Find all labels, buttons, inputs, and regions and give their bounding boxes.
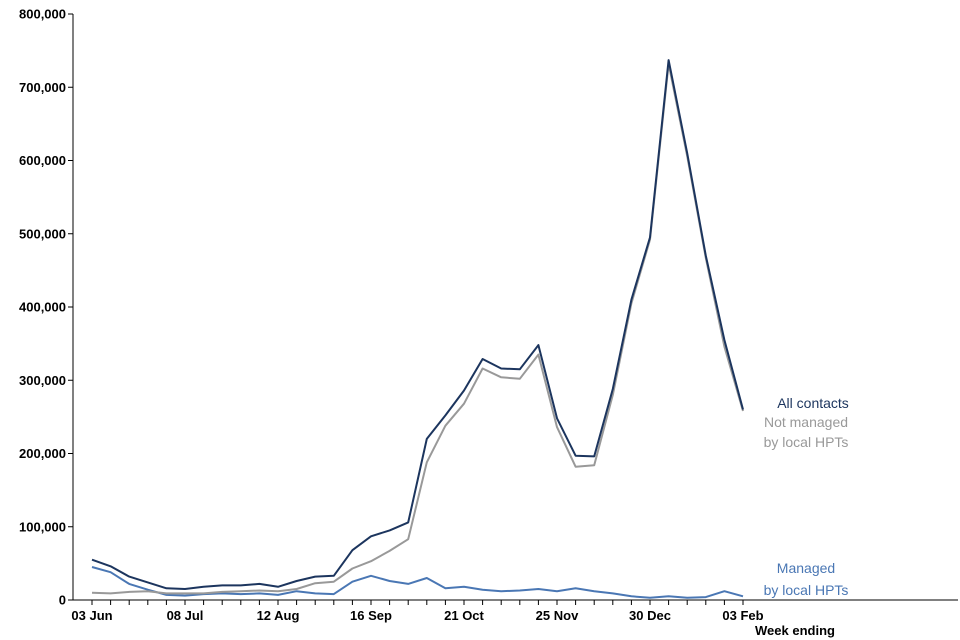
x-tick-label: 30 Dec — [629, 608, 671, 623]
series-label-not-managed-line2: by local HPTs — [764, 434, 849, 450]
y-tick-label: 200,000 — [19, 446, 66, 461]
series-lines — [91, 59, 744, 599]
series-label-all-contacts: All contacts — [777, 395, 849, 411]
x-tick-label: 16 Sep — [350, 608, 392, 623]
y-tick-label: 700,000 — [19, 80, 66, 95]
x-tick-label: 03 Feb — [722, 608, 763, 623]
series-label-not-managed-line1: Not managed — [764, 414, 848, 430]
series-line-all-contacts — [91, 59, 744, 590]
y-tick-label: 500,000 — [19, 226, 66, 241]
x-tick-label: 03 Jun — [71, 608, 112, 623]
x-tick-label: 21 Oct — [444, 608, 484, 623]
series-label-managed-line2: by local HPTs — [764, 582, 849, 598]
y-tick-label: 800,000 — [19, 7, 66, 22]
x-tick-label: 08 Jul — [167, 608, 204, 623]
x-axis-title: Week ending — [755, 623, 835, 638]
x-tick-label: 12 Aug — [257, 608, 300, 623]
y-tick-label: 600,000 — [19, 153, 66, 168]
y-axis: 0 100,000 200,000 300,000 400,000 500,000 600,… — [19, 7, 74, 608]
x-tick-label: 25 Nov — [536, 608, 579, 623]
y-tick-label: 400,000 — [19, 300, 66, 315]
y-tick-label: 300,000 — [19, 373, 66, 388]
series-line-not-managed-by-local-hpts — [91, 62, 744, 595]
series-label-managed-line1: Managed — [777, 560, 835, 576]
x-axis: 03 Jun 08 Jul 12 Aug 16 Sep 21 Oct 25 Nov 30 D… — [71, 599, 958, 623]
y-tick-label: 100,000 — [19, 519, 66, 534]
y-tick-label: 0 — [59, 593, 66, 608]
